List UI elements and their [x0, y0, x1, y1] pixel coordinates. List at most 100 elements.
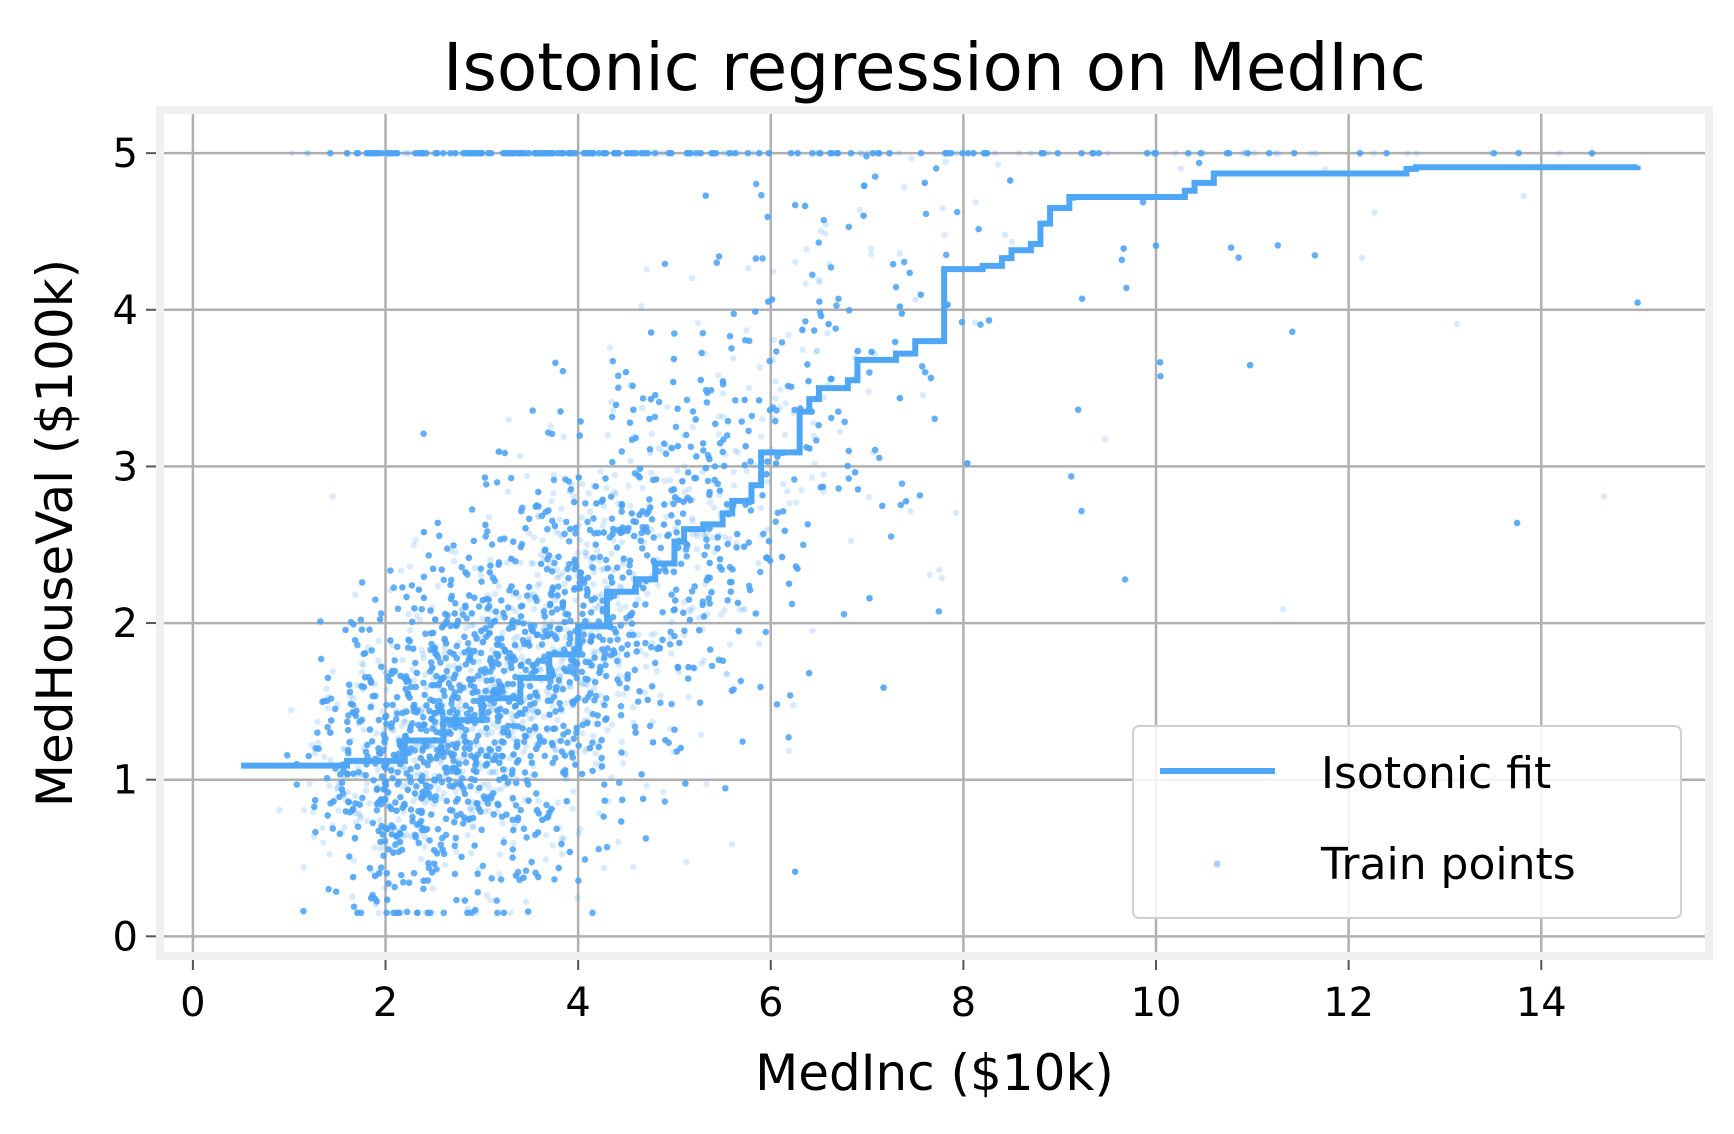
train-point	[561, 150, 568, 157]
train-point	[926, 571, 933, 579]
train-point	[698, 660, 705, 667]
train-point	[1600, 493, 1608, 500]
train-point	[477, 571, 485, 578]
train-point	[622, 603, 629, 610]
train-point	[1251, 150, 1258, 157]
train-point	[648, 430, 655, 438]
train-point	[601, 517, 608, 524]
train-point	[583, 717, 590, 724]
train-point	[730, 482, 738, 489]
train-point	[479, 798, 486, 805]
train-point	[453, 848, 460, 855]
train-point	[817, 227, 824, 235]
train-point	[624, 150, 632, 157]
train-point	[736, 606, 743, 613]
train-point	[463, 625, 470, 632]
train-point	[544, 727, 551, 734]
train-point	[682, 547, 689, 555]
train-point	[340, 745, 347, 752]
train-point	[536, 580, 543, 587]
train-point	[587, 563, 595, 570]
train-point	[467, 849, 475, 857]
train-point	[606, 344, 614, 351]
train-point	[619, 560, 627, 568]
train-point	[479, 615, 486, 622]
train-point	[324, 705, 332, 712]
train-point	[497, 786, 505, 793]
train-point	[638, 303, 645, 310]
train-point	[790, 702, 797, 709]
train-point	[755, 560, 762, 567]
train-point	[630, 863, 637, 871]
train-point	[726, 536, 733, 543]
train-point	[654, 581, 661, 588]
train-point	[467, 667, 475, 674]
train-point	[534, 571, 541, 579]
train-point	[719, 390, 727, 397]
train-point	[487, 556, 494, 563]
train-point	[573, 150, 580, 157]
train-point	[616, 657, 623, 664]
train-point	[953, 150, 960, 157]
train-point	[616, 672, 623, 680]
train-point	[709, 588, 716, 595]
train-point	[329, 668, 336, 675]
train-point	[469, 726, 476, 733]
train-point	[1015, 150, 1022, 157]
train-point	[542, 832, 550, 839]
train-point	[595, 647, 603, 655]
train-point	[587, 508, 594, 515]
train-point	[786, 500, 793, 507]
train-point	[585, 490, 592, 497]
train-point	[689, 150, 696, 157]
train-point	[478, 150, 485, 157]
train-point	[697, 731, 705, 738]
train-point	[485, 807, 493, 814]
train-point	[534, 512, 542, 520]
train-point	[422, 671, 429, 678]
train-point	[781, 431, 789, 439]
train-point	[504, 488, 512, 495]
train-point	[424, 797, 431, 804]
train-point	[458, 607, 465, 614]
train-point	[1488, 150, 1495, 157]
train-point	[770, 336, 778, 344]
train-point	[476, 675, 484, 683]
train-point	[716, 491, 723, 498]
train-point	[721, 606, 728, 614]
train-point	[561, 611, 569, 618]
train-point	[314, 718, 321, 725]
train-point	[524, 619, 532, 626]
train-point	[651, 630, 658, 637]
train-point	[745, 265, 752, 272]
train-point	[458, 662, 465, 670]
train-point	[579, 681, 586, 688]
train-point	[559, 569, 566, 577]
train-point	[359, 660, 366, 667]
train-point	[374, 745, 381, 753]
train-point	[580, 717, 588, 725]
train-point	[590, 732, 597, 739]
train-point	[550, 471, 558, 479]
train-point	[489, 769, 496, 776]
train-point	[513, 775, 520, 783]
train-point	[735, 150, 742, 157]
train-point	[310, 809, 317, 816]
train-point	[351, 836, 358, 843]
train-point	[900, 184, 908, 191]
train-point	[936, 566, 943, 573]
train-point	[566, 488, 573, 495]
train-point	[445, 740, 452, 747]
train-point	[410, 541, 417, 549]
train-point	[586, 662, 593, 669]
train-point	[590, 565, 598, 572]
train-point	[1177, 165, 1185, 172]
train-point	[549, 619, 556, 626]
train-point	[715, 531, 723, 538]
train-point	[907, 508, 914, 515]
train-point	[706, 454, 713, 461]
train-point	[1172, 150, 1179, 157]
train-point	[661, 477, 668, 484]
train-point	[782, 400, 789, 407]
